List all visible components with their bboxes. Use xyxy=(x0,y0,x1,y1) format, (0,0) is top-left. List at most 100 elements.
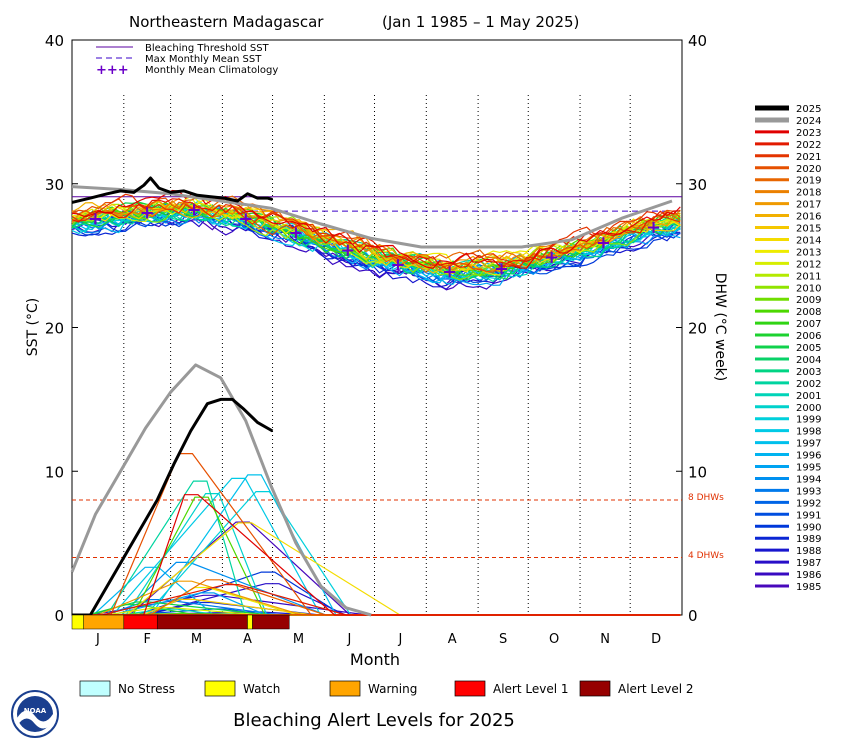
alert-strip-segment xyxy=(247,614,253,630)
year-legend-label: 1998 xyxy=(796,427,821,438)
year-legend-label: 2011 xyxy=(796,271,821,282)
year-legend-label: 1992 xyxy=(796,498,821,509)
year-legend-label: 2018 xyxy=(796,188,821,199)
alert-legend-swatch xyxy=(329,680,361,697)
alert-strip-segment xyxy=(123,614,158,630)
year-legend-label: 1985 xyxy=(796,582,821,593)
year-legend-label: 2013 xyxy=(796,247,821,258)
month-tick-label: J xyxy=(95,632,100,647)
x-axis-label: Month xyxy=(350,650,400,669)
year-legend-label: 1996 xyxy=(796,451,821,462)
climatology-marker: + xyxy=(442,261,457,282)
alert-strip-segment xyxy=(71,614,84,630)
alert-strip-segment xyxy=(156,614,248,630)
year-legend-label: 1997 xyxy=(796,439,821,450)
year-legend-label: 2005 xyxy=(796,343,821,354)
y-tick-label-right: 30 xyxy=(688,176,707,194)
sst-series xyxy=(71,176,681,291)
month-tick-label: F xyxy=(143,632,150,647)
legend-climatology-swatch: +++ xyxy=(96,63,129,78)
y-axis-label-left: SST (°C) xyxy=(25,298,41,356)
climatology-marker: + xyxy=(646,217,661,238)
climatology-marker: + xyxy=(494,259,509,280)
year-legend-label: 2022 xyxy=(796,140,821,151)
year-legend-label: 1990 xyxy=(796,522,821,533)
year-legend-label: 2004 xyxy=(796,355,821,366)
chart-title: Northeastern Madagascar xyxy=(129,13,324,31)
sst-line-1990 xyxy=(71,209,681,277)
y-tick-label-left: 0 xyxy=(54,607,64,625)
legend-threshold-label: Bleaching Threshold SST xyxy=(145,43,270,54)
year-legend-label: 2007 xyxy=(796,319,821,330)
climatology-marker: + xyxy=(340,240,355,261)
year-legend-label: 1991 xyxy=(796,510,821,521)
month-tick-label: J xyxy=(397,632,402,647)
dhw-8-label: 8 DHWs xyxy=(688,493,724,503)
dhw-line-2024 xyxy=(70,363,372,617)
alert-legend-swatch xyxy=(79,680,111,697)
noaa-logo-bird xyxy=(17,710,53,729)
year-legend-label: 2006 xyxy=(796,331,821,342)
year-legend-label: 2000 xyxy=(796,403,821,414)
y-tick-label-left: 10 xyxy=(45,463,64,481)
year-legend-label: 2002 xyxy=(796,379,821,390)
reference-legend: Bleaching Threshold SST Max Monthly Mean… xyxy=(96,43,278,78)
year-legend-label: 2001 xyxy=(796,391,821,402)
sst-line-2021 xyxy=(71,193,681,270)
year-legend-label: 2010 xyxy=(796,283,821,294)
noaa-logo: NOAA xyxy=(11,690,59,738)
sst-line-2025 xyxy=(71,176,273,204)
plot-area xyxy=(71,39,683,616)
year-legend-label: 2015 xyxy=(796,224,821,235)
year-legend-label: 1988 xyxy=(796,546,821,557)
year-legend-label: 1993 xyxy=(796,486,821,497)
climatology-marker: + xyxy=(390,254,405,275)
year-legend-label: 1986 xyxy=(796,570,821,581)
month-tick-label: N xyxy=(600,632,610,647)
year-legend-label: 2019 xyxy=(796,176,821,187)
month-tick-label: A xyxy=(243,632,252,647)
legend-mmm-label: Max Monthly Mean SST xyxy=(145,54,262,65)
y-tick-label-left: 30 xyxy=(45,176,64,194)
y-tick-label-left: 20 xyxy=(45,320,64,338)
climatology-marker: + xyxy=(88,208,103,229)
sst-line-2019 xyxy=(71,195,681,266)
year-legend-label: 2020 xyxy=(796,164,821,175)
month-tick-label: J xyxy=(347,632,352,647)
climatology-marker: + xyxy=(596,233,611,254)
legend-climatology-label: Monthly Mean Climatology xyxy=(145,65,278,76)
alert-legend-swatch xyxy=(204,680,236,697)
year-legend-label: 2008 xyxy=(796,307,821,318)
climatology-marker: + xyxy=(544,247,559,268)
alert-legend-label: No Stress xyxy=(118,682,175,696)
year-legend-label: 2009 xyxy=(796,295,821,306)
alert-level-legend: No Stress Watch Warning Alert Level 1 Alert … xyxy=(79,680,694,697)
y-axis-label-right: DHW (°C week) xyxy=(712,273,728,382)
alert-strip-segment xyxy=(83,614,125,630)
year-legend-label: 2016 xyxy=(796,212,821,223)
chart-date-range: (Jan 1 1985 – 1 May 2025) xyxy=(382,13,579,31)
year-legend-label: 2025 xyxy=(796,104,821,115)
year-legend-label: 1999 xyxy=(796,415,821,426)
month-tick-label: S xyxy=(499,632,507,647)
year-legend-label: 2003 xyxy=(796,367,821,378)
alert-legend-label: Watch xyxy=(243,682,280,696)
climatology-marker: + xyxy=(186,200,201,221)
year-legend-label: 1989 xyxy=(796,534,821,545)
climatology-marker: + xyxy=(288,223,303,244)
alert-legend-label: Alert Level 2 xyxy=(618,682,694,696)
year-legend-label: 2021 xyxy=(796,152,821,163)
y-tick-label-right: 40 xyxy=(688,32,707,50)
y-ticks: 0 0 10 10 20 20 30 30 40 40 xyxy=(45,32,707,625)
alert-legend-label: Warning xyxy=(368,682,417,696)
alert-strip xyxy=(71,614,290,630)
dhw-line-2025 xyxy=(72,397,274,617)
year-legend-label: 2014 xyxy=(796,235,821,246)
sst-line-2022 xyxy=(71,198,681,268)
climatology-marker: + xyxy=(140,203,155,224)
month-tick-label: D xyxy=(651,632,661,647)
year-legend-label: 2012 xyxy=(796,259,821,270)
month-tick-label: A xyxy=(448,632,457,647)
y-tick-label-right: 10 xyxy=(688,463,707,481)
